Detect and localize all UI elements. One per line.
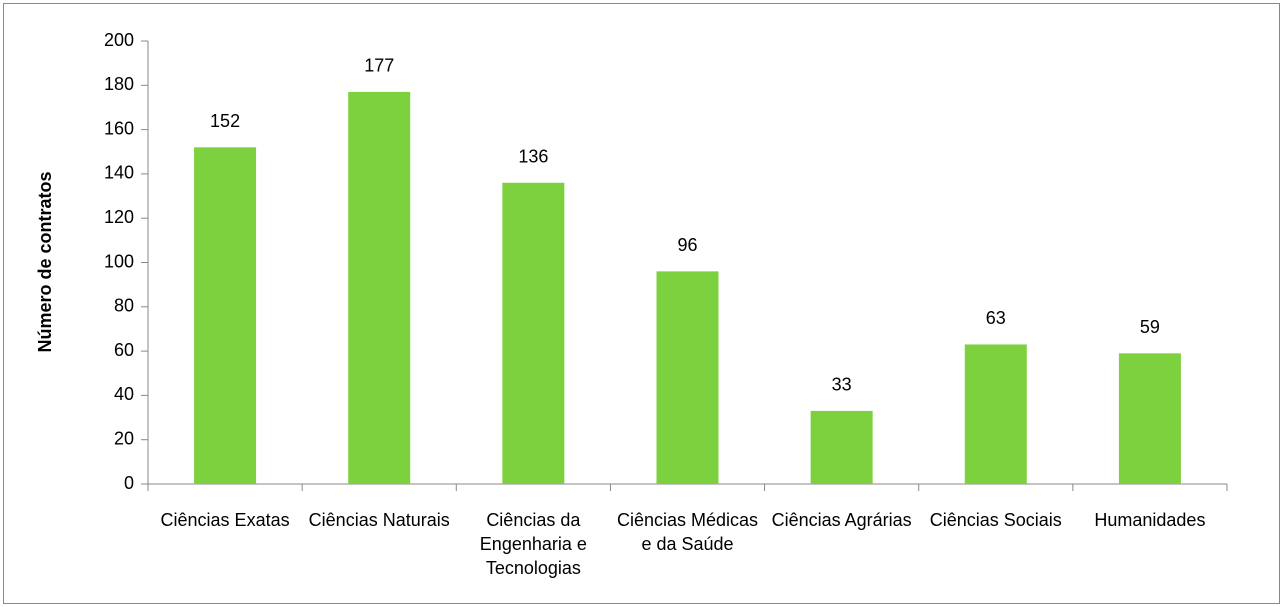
y-tick-label: 120 [104, 207, 134, 227]
y-tick-label: 140 [104, 163, 134, 183]
y-tick-label: 20 [114, 428, 134, 448]
x-tick-label: Ciências Naturais [308, 510, 450, 530]
chart-border [3, 3, 1280, 604]
y-axis-label: Número de contratos [35, 171, 55, 352]
y-tick-label: 0 [124, 473, 134, 493]
bar [964, 344, 1027, 484]
bar [348, 91, 411, 484]
y-tick-label: 160 [104, 118, 134, 138]
y-tick-label: 200 [104, 30, 134, 50]
bar [194, 147, 257, 484]
y-tick-label: 100 [104, 251, 134, 271]
data-label: 136 [518, 147, 548, 167]
x-tick-label: Humanidades [1094, 510, 1206, 530]
y-tick-label: 80 [114, 296, 134, 316]
x-tick-label: Ciências Médicas e da Saúde [616, 510, 759, 554]
data-label: 177 [364, 56, 394, 76]
y-tick-label: 40 [114, 384, 134, 404]
data-label: 63 [986, 308, 1006, 328]
data-label: 152 [210, 111, 240, 131]
bar [502, 182, 565, 484]
x-tick-label: Ciências Sociais [929, 510, 1062, 530]
bar [1118, 353, 1181, 484]
y-tick-label: 60 [114, 340, 134, 360]
data-label: 96 [677, 235, 697, 255]
x-tick-label: Ciências da Engenharia e Tecnologias [479, 510, 587, 578]
data-label: 59 [1140, 317, 1160, 337]
x-tick-label: Ciências Exatas [160, 510, 290, 530]
bar [656, 271, 719, 484]
x-tick-label: Ciências Agrárias [771, 510, 912, 530]
y-tick-label: 180 [104, 74, 134, 94]
bar [810, 410, 873, 484]
data-label: 33 [832, 375, 852, 395]
